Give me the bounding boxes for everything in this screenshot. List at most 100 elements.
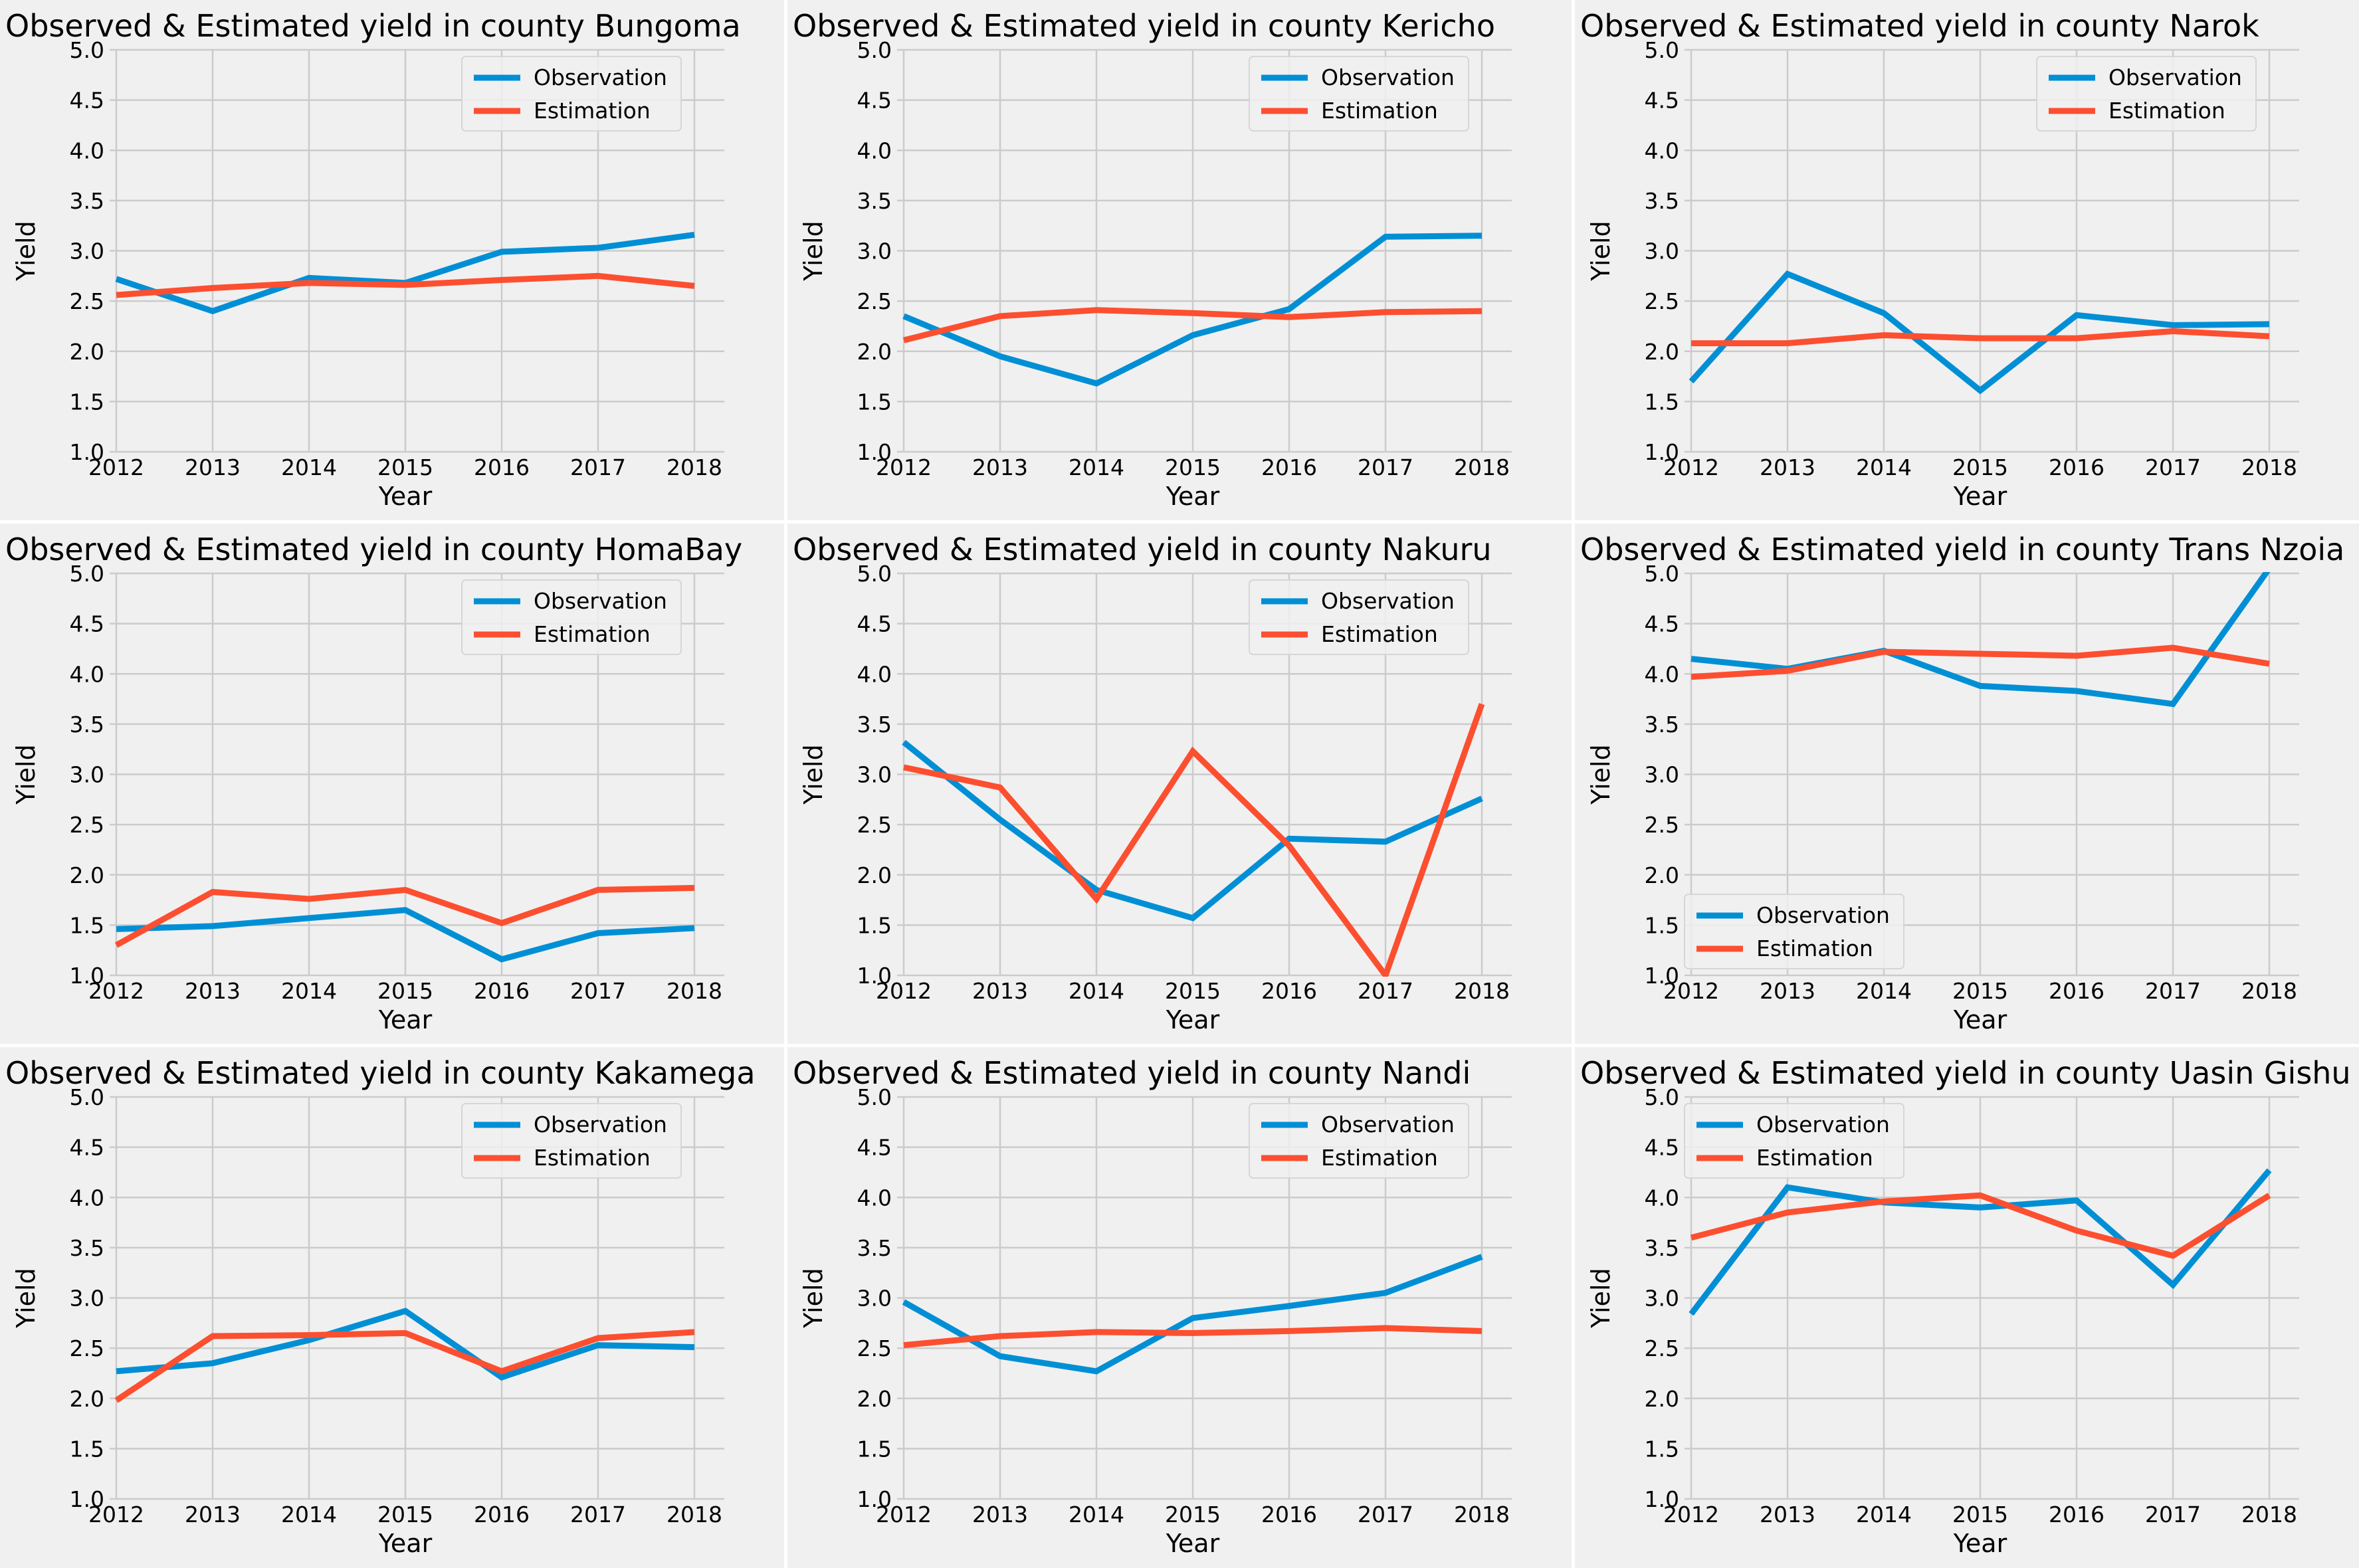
x-tick-label: 2015 [377,1502,433,1527]
x-tick-label: 2017 [2145,454,2201,480]
chart-title: Observed & Estimated yield in county Nak… [793,532,1492,567]
legend-entry: Estimation [534,98,651,124]
y-tick-label: 1.0 [1645,1486,1679,1512]
y-tick-label: 2.5 [1645,1335,1679,1361]
legend: Observation Estimation [1684,894,1904,969]
x-tick-label: 2012 [876,1502,932,1527]
x-tick-label: 2012 [88,978,144,1004]
x-tick-label: 2014 [281,1502,337,1527]
y-tick-label: 3.5 [1645,1235,1679,1261]
series-line-observation [116,1308,695,1381]
x-tick-label: 2018 [667,1502,722,1527]
x-tick-label: 2017 [570,1502,626,1527]
chart-title: Observed & Estimated yield in county Ker… [793,8,1495,44]
y-axis-label: Yield [799,744,828,805]
legend-entry: Estimation [534,621,651,647]
y-tick-label: 3.0 [1645,239,1679,264]
y-tick-label: 3.5 [70,1235,104,1261]
x-tick-label: 2016 [474,978,530,1004]
chart-title: Observed & Estimated yield in county Nar… [1580,8,2259,44]
y-tick-label: 3.0 [70,1286,104,1312]
legend: Observation Estimation [1249,579,1469,655]
chart-svg: Observed & Estimated yield in county Ker… [793,8,1512,511]
x-tick-label: 2018 [667,454,722,480]
x-tick-label: 2013 [972,1502,1028,1527]
y-tick-label: 3.0 [70,762,104,788]
x-tick-label: 2017 [1358,978,1413,1004]
x-tick-label: 2013 [1760,1502,1815,1527]
x-tick-label: 2016 [2049,454,2104,480]
series-line-estimation [114,1329,695,1403]
series-line-estimation [902,307,1483,343]
y-tick-label: 3.5 [1645,188,1679,214]
y-tick-label: 2.0 [857,1386,892,1412]
legend-entry: Estimation [534,1145,651,1171]
y-tick-label: 3.5 [857,1235,892,1261]
x-tick-label: 2018 [1454,1502,1510,1527]
x-tick-label: 2015 [1165,1502,1221,1527]
y-tick-label: 3.5 [70,712,104,737]
x-tick-label: 2017 [1358,454,1413,480]
x-tick-label: 2012 [88,1502,144,1527]
y-tick-label: 5.0 [70,1084,104,1110]
legend: Observation Estimation [1249,1103,1469,1179]
y-tick-label: 1.0 [857,439,892,465]
x-tick-label: 2012 [88,454,144,480]
legend-entry: Estimation [1756,1145,1873,1171]
x-tick-label: 2014 [1856,454,1912,480]
y-tick-label: 4.0 [70,138,104,163]
legend-entry: Estimation [1321,98,1438,124]
y-tick-label: 1.0 [1645,963,1679,989]
y-tick-label: 4.0 [70,661,104,687]
y-axis-label: Yield [11,221,41,281]
y-axis-label: Yield [1586,221,1615,281]
x-tick-label: 2012 [1663,978,1719,1004]
chart-svg: Observed & Estimated yield in county Tra… [1580,532,2344,1034]
chart-panel-8: Observed & Estimated yield in county Nan… [787,1047,1572,1568]
x-axis-label: Year [1953,1005,2007,1034]
series-line-observation [902,1254,1483,1375]
x-tick-label: 2015 [1165,978,1221,1004]
x-tick-label: 2016 [474,454,530,480]
x-tick-label: 2017 [570,454,626,480]
y-tick-label: 1.5 [1645,1436,1679,1462]
x-tick-label: 2013 [185,454,241,480]
y-tick-label: 4.5 [1645,88,1679,114]
y-tick-label: 1.0 [857,1486,892,1512]
y-tick-label: 1.5 [857,1436,892,1462]
x-tick-label: 2017 [2145,1502,2201,1527]
y-tick-label: 5.0 [1645,1084,1679,1110]
y-tick-label: 1.5 [857,912,892,938]
chart-panel-7: Observed & Estimated yield in county Kak… [0,1047,784,1568]
x-tick-label: 2013 [972,454,1028,480]
y-tick-label: 5.0 [1645,37,1679,63]
y-tick-label: 2.0 [857,862,892,888]
y-axis-label: Yield [11,1268,41,1328]
legend-entry: Observation [1756,1112,1890,1137]
y-tick-label: 2.5 [1645,288,1679,314]
x-axis-label: Year [1166,1529,1220,1558]
y-tick-label: 2.0 [70,339,104,365]
y-axis-label: Yield [1586,1268,1615,1328]
x-tick-label: 2014 [1069,454,1124,480]
legend-entry: Estimation [1321,1145,1438,1171]
chart-title: Observed & Estimated yield in county Kak… [5,1055,756,1091]
y-tick-label: 2.0 [1645,1386,1679,1412]
chart-panel-3: Observed & Estimated yield in county Nar… [1575,0,2359,520]
y-tick-label: 3.0 [857,1286,892,1312]
x-tick-label: 2014 [1856,1502,1912,1527]
x-tick-label: 2016 [2049,978,2104,1004]
series-line-estimation [903,703,1485,977]
y-tick-label: 3.0 [70,239,104,264]
y-tick-label: 4.0 [857,661,892,687]
x-tick-label: 2013 [185,1502,241,1527]
x-tick-label: 2012 [1663,1502,1719,1527]
y-tick-label: 1.0 [70,1486,104,1512]
legend-entry: Estimation [1321,621,1438,647]
x-tick-label: 2015 [1952,1502,2008,1527]
x-tick-label: 2014 [1069,1502,1124,1527]
y-tick-label: 2.5 [70,1335,104,1361]
legend-entry: Observation [534,588,667,614]
y-tick-label: 4.5 [1645,1135,1679,1161]
